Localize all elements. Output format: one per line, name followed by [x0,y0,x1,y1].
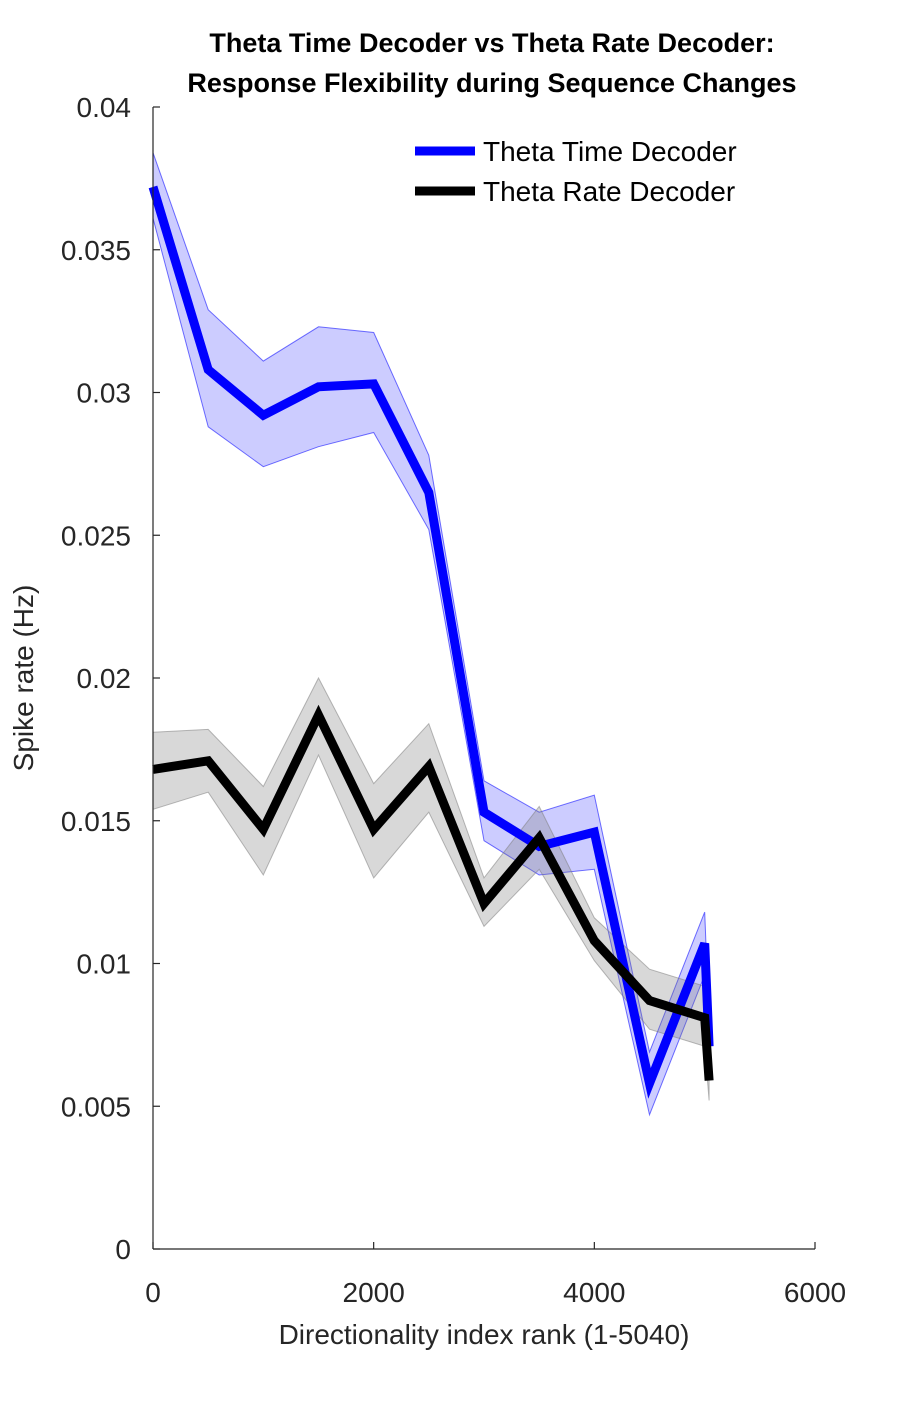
y-axis-label: Spike rate (Hz) [8,585,39,772]
y-tick-label: 0.015 [61,806,131,837]
y-tick-label: 0 [115,1234,131,1265]
y-tick-label: 0.04 [77,92,132,123]
x-axis-ticks: 0 2000 4000 6000 [145,1242,846,1308]
series-line-1 [148,185,714,1099]
x-tick-label: 0 [145,1277,161,1308]
chart-title-line-1: Theta Time Decoder vs Theta Rate Decoder… [209,28,774,58]
legend-label-1: Theta Time Decoder [483,136,737,167]
legend-label-2: Theta Rate Decoder [483,176,735,207]
y-tick-label: 0.02 [77,663,132,694]
axes [152,107,815,1250]
series-lines [148,185,714,1099]
y-tick-label: 0.005 [61,1091,131,1122]
y-tick-label: 0.035 [61,235,131,266]
legend: Theta Time Decoder Theta Rate Decoder [415,136,737,207]
x-tick-label: 4000 [563,1277,625,1308]
y-tick-label: 0.025 [61,520,131,551]
y-axis-ticks: 0 0.005 0.01 0.015 0.02 0.025 0.03 0.035 0.04 [61,92,160,1265]
x-tick-label: 6000 [784,1277,846,1308]
confidence-band-2 [152,676,710,1101]
y-tick-label: 0.03 [77,378,132,409]
chart-title: Theta Time Decoder vs Theta Rate Decoder… [187,28,796,98]
y-tick-label: 0.01 [77,949,132,980]
x-tick-label: 2000 [343,1277,405,1308]
series-line-2 [152,704,714,1081]
x-axis-label: Directionality index rank (1-5040) [279,1319,690,1350]
chart-title-line-2: Response Flexibility during Sequence Cha… [187,68,796,98]
